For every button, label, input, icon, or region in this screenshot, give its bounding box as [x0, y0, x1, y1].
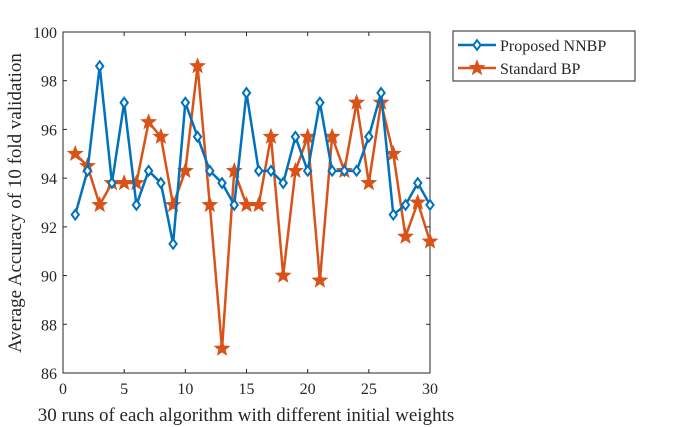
- data-point: [131, 198, 142, 212]
- y-tick-label: 98: [41, 74, 57, 91]
- x-tick-label: 5: [120, 381, 128, 398]
- data-point: [217, 176, 227, 190]
- data-point: [94, 59, 105, 73]
- data-point: [266, 164, 276, 178]
- data-point: [201, 196, 219, 213]
- legend-box: [452, 30, 636, 82]
- data-point: [241, 86, 252, 100]
- series-layer: [66, 57, 439, 356]
- x-tick-label: 30: [422, 381, 438, 398]
- legend-label: Proposed NNBP: [500, 38, 606, 55]
- legend-swatch-marker: [468, 59, 486, 76]
- y-axis: 86 88 90 92 94 96 98 100: [33, 25, 430, 383]
- y-tick-label: 92: [41, 220, 57, 237]
- data-point: [156, 176, 166, 190]
- data-point: [286, 161, 304, 179]
- x-tick-label: 20: [300, 381, 316, 398]
- data-point: [70, 208, 81, 222]
- data-point: [229, 198, 240, 212]
- legend-label: Standard BP: [500, 61, 581, 78]
- data-point: [127, 174, 145, 191]
- data-point: [412, 176, 423, 190]
- data-point: [302, 164, 313, 178]
- data-point: [290, 130, 301, 144]
- data-point: [143, 164, 154, 178]
- series-proposed-nnbp: [70, 59, 435, 251]
- data-point: [388, 208, 399, 222]
- x-tick-label: 15: [239, 381, 255, 398]
- data-point: [351, 164, 362, 178]
- data-point: [91, 196, 109, 213]
- x-tick-label: 10: [177, 381, 193, 398]
- data-point: [225, 161, 243, 179]
- series-line: [74, 64, 432, 246]
- data-point: [262, 127, 280, 144]
- data-point: [180, 96, 191, 110]
- data-point: [421, 232, 439, 249]
- y-tick-label: 94: [41, 171, 57, 188]
- data-point: [119, 96, 130, 110]
- data-point: [213, 339, 231, 356]
- y-axis-label: Average Accuracy of 10 fold validation: [5, 53, 26, 353]
- x-axis: 0 5 10 15 20 25 30: [59, 32, 438, 398]
- x-tick-label: 0: [59, 381, 67, 398]
- y-tick-label: 88: [41, 317, 57, 334]
- data-point: [425, 198, 435, 212]
- data-point: [376, 86, 386, 100]
- legend: Proposed NNBP Standard BP: [452, 30, 636, 82]
- data-point: [360, 174, 378, 191]
- data-point: [82, 164, 93, 178]
- y-tick-label: 90: [41, 269, 57, 286]
- data-point: [107, 176, 117, 190]
- data-point: [311, 271, 329, 288]
- data-point: [397, 227, 414, 244]
- data-point: [400, 198, 411, 212]
- data-point: [274, 266, 292, 283]
- y-tick-label: 100: [33, 25, 57, 42]
- x-tick-label: 25: [361, 381, 377, 398]
- data-point: [204, 164, 215, 178]
- data-point: [363, 130, 374, 144]
- y-tick-label: 86: [41, 366, 57, 383]
- data-point: [409, 193, 427, 210]
- data-point: [339, 164, 350, 178]
- x-axis-label: 30 runs of each algorithm with different…: [38, 405, 455, 426]
- data-point: [348, 93, 366, 110]
- legend-swatch-marker: [472, 38, 482, 52]
- data-point: [327, 164, 337, 178]
- data-point: [66, 144, 84, 161]
- y-tick-label: 96: [41, 122, 57, 139]
- data-point: [278, 176, 289, 190]
- data-point: [189, 57, 207, 74]
- data-point: [315, 96, 325, 110]
- data-point: [253, 164, 264, 178]
- data-point: [192, 130, 203, 144]
- data-point: [164, 196, 182, 213]
- data-point: [140, 113, 158, 130]
- data-point: [250, 196, 268, 213]
- data-point: [152, 127, 170, 144]
- data-point: [168, 237, 178, 251]
